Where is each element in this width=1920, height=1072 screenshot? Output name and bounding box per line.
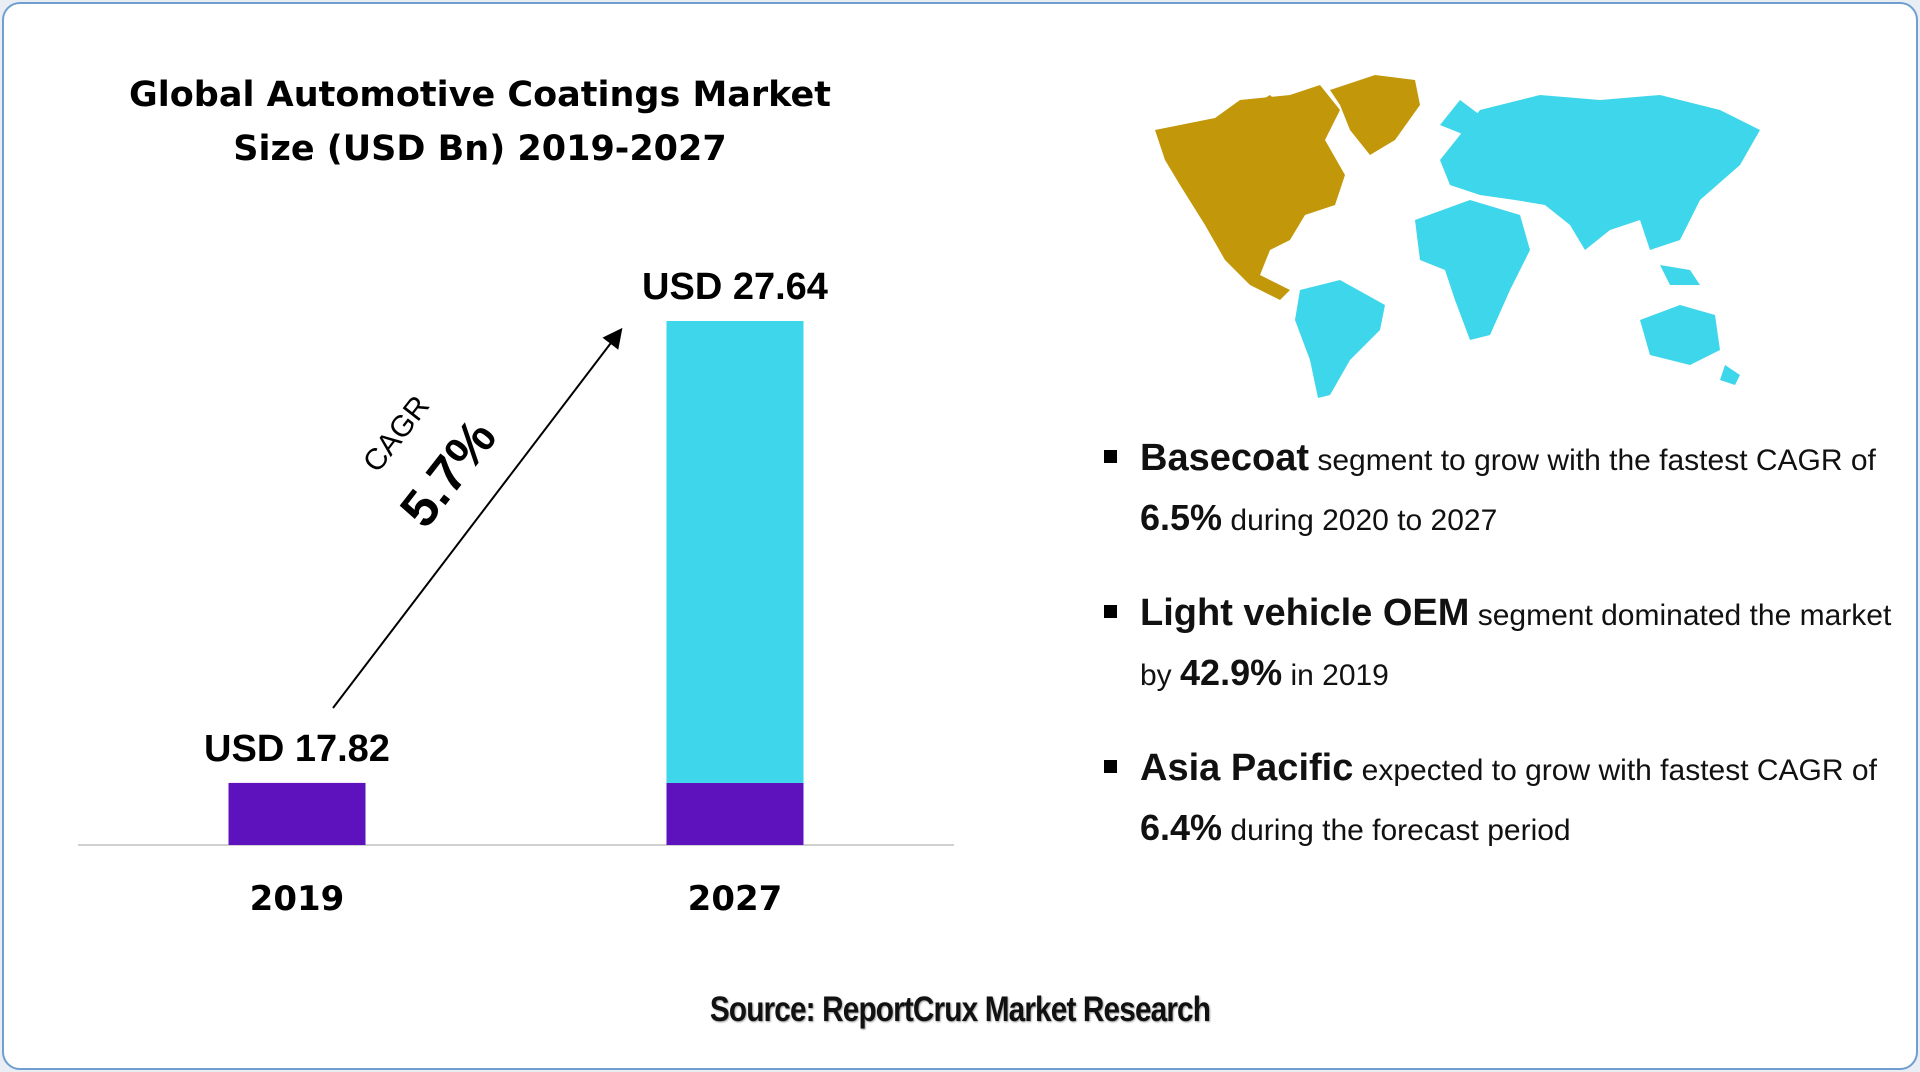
finding-highlight: Asia Pacific <box>1140 747 1354 789</box>
cagr-arrow <box>332 327 623 709</box>
source-note: Source: ReportCrux Market Research <box>709 990 1211 1029</box>
chart-title: Global Automotive Coatings Market Size (… <box>80 68 880 176</box>
finding-basecoat: Basecoat segment to grow with the fastes… <box>1100 430 1900 549</box>
finding-highlight: Light vehicle OEM <box>1140 592 1470 634</box>
finding-asia-pacific: Asia Pacific expected to grow with faste… <box>1100 740 1900 859</box>
x-tick-label: 2027 <box>688 879 783 919</box>
finding-number: 42.9% <box>1180 652 1283 693</box>
finding-light-vehicle-oem: Light vehicle OEM segment dominated the … <box>1100 585 1900 704</box>
data-label: USD 17.82 <box>204 728 390 770</box>
bar-2027-base <box>666 782 804 845</box>
finding-text: segment to grow with the fastest CAGR of <box>1308 444 1876 477</box>
data-label: USD 27.64 <box>642 266 828 308</box>
finding-text: during 2020 to 2027 <box>1222 504 1498 537</box>
finding-number: 6.4% <box>1140 807 1223 848</box>
bullet-square-icon <box>1104 760 1117 773</box>
finding-highlight: Basecoat <box>1140 437 1309 479</box>
finding-text: segment dominated the market by <box>1140 599 1892 692</box>
finding-text: in 2019 <box>1282 659 1389 692</box>
key-findings-list: Basecoat segment to grow with the fastes… <box>1100 430 1900 895</box>
x-tick-label: 2019 <box>250 879 345 919</box>
finding-number: 6.5% <box>1140 497 1223 538</box>
bullet-square-icon <box>1104 450 1117 463</box>
bar-2027-growth <box>666 321 804 783</box>
bullet-square-icon <box>1104 605 1117 618</box>
bar-2019-base <box>228 782 366 845</box>
finding-text: expected to grow with fastest CAGR of <box>1353 754 1877 787</box>
title-line-2: Size (USD Bn) 2019-2027 <box>233 129 727 169</box>
finding-text: during the forecast period <box>1222 814 1571 847</box>
title-line-1: Global Automotive Coatings Market <box>129 75 831 115</box>
